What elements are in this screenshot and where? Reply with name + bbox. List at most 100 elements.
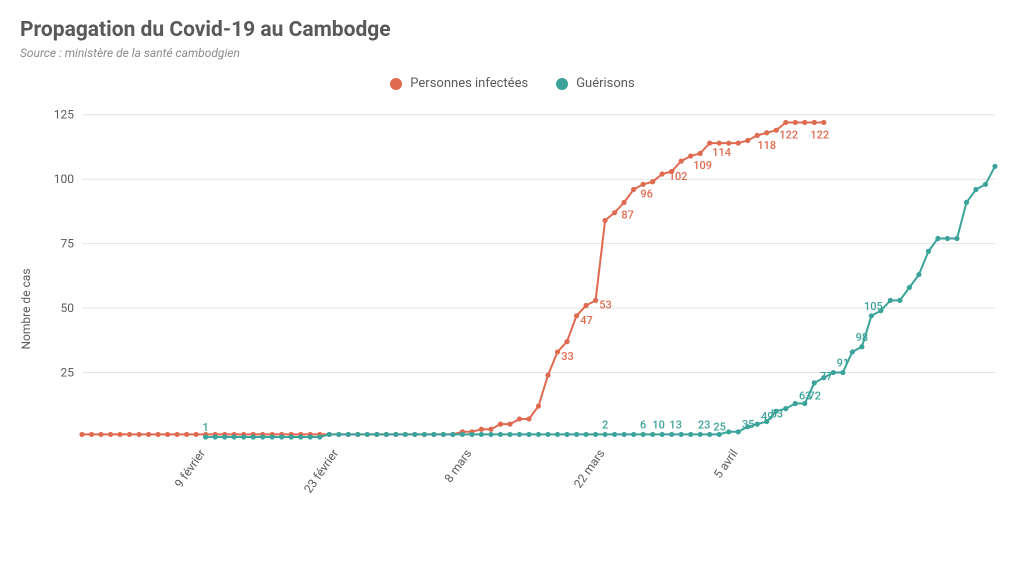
marker-guerisons (916, 272, 921, 277)
data-label-infectees: 102 (669, 170, 688, 183)
data-label-guerisons: 1 (203, 421, 209, 434)
marker-infectees (79, 432, 84, 437)
marker-guerisons (260, 434, 265, 439)
marker-guerisons (422, 432, 427, 437)
marker-guerisons (783, 406, 788, 411)
data-label-guerisons: 2 (602, 418, 608, 431)
marker-infectees (517, 416, 522, 421)
x-tick-label: 23 février (301, 447, 341, 496)
marker-guerisons (631, 432, 636, 437)
marker-infectees (194, 432, 199, 437)
marker-guerisons (393, 432, 398, 437)
marker-guerisons (869, 313, 874, 318)
marker-guerisons (583, 432, 588, 437)
marker-infectees (802, 120, 807, 125)
marker-infectees (488, 427, 493, 432)
legend-label: Guérisons (576, 76, 635, 91)
legend-dot-icon (556, 78, 568, 90)
marker-guerisons (564, 432, 569, 437)
y-tick-label: 125 (54, 108, 74, 122)
marker-guerisons (698, 432, 703, 437)
marker-infectees (602, 218, 607, 223)
marker-guerisons (317, 434, 322, 439)
marker-guerisons (222, 434, 227, 439)
marker-infectees (498, 422, 503, 427)
y-tick-label: 75 (61, 237, 75, 251)
marker-guerisons (660, 432, 665, 437)
marker-infectees (583, 303, 588, 308)
marker-infectees (764, 130, 769, 135)
marker-guerisons (650, 432, 655, 437)
marker-infectees (745, 138, 750, 143)
marker-guerisons (469, 432, 474, 437)
x-tick-label: 9 février (172, 447, 208, 490)
marker-guerisons (555, 432, 560, 437)
marker-guerisons (859, 344, 864, 349)
data-label-infectees: 109 (693, 159, 712, 172)
marker-guerisons (669, 432, 674, 437)
data-label-infectees: 118 (757, 139, 776, 152)
data-label-infectees: 114 (712, 146, 731, 159)
marker-infectees (679, 159, 684, 164)
data-label-guerisons: 77 (820, 370, 833, 383)
marker-guerisons (679, 432, 684, 437)
marker-infectees (184, 432, 189, 437)
marker-guerisons (954, 236, 959, 241)
x-tick-label: 22 mars (571, 447, 608, 491)
marker-guerisons (365, 432, 370, 437)
data-label-infectees: 33 (561, 350, 574, 363)
marker-infectees (726, 140, 731, 145)
marker-guerisons (241, 434, 246, 439)
data-label-infectees: 87 (621, 209, 634, 222)
marker-infectees (545, 373, 550, 378)
marker-infectees (736, 140, 741, 145)
marker-infectees (612, 210, 617, 215)
marker-infectees (117, 432, 122, 437)
marker-infectees (821, 120, 826, 125)
marker-guerisons (298, 434, 303, 439)
marker-guerisons (850, 349, 855, 354)
marker-infectees (146, 432, 151, 437)
marker-infectees (98, 432, 103, 437)
marker-guerisons (945, 236, 950, 241)
data-label-infectees: 122 (810, 128, 829, 141)
marker-guerisons (346, 432, 351, 437)
marker-infectees (698, 151, 703, 156)
data-label-guerisons: 13 (669, 418, 682, 431)
data-label-infectees: 122 (779, 128, 798, 141)
marker-guerisons (251, 434, 256, 439)
marker-infectees (127, 432, 132, 437)
marker-guerisons (488, 432, 493, 437)
marker-infectees (165, 432, 170, 437)
data-label-guerisons: 25 (713, 420, 726, 433)
marker-infectees (593, 298, 598, 303)
marker-guerisons (403, 432, 408, 437)
marker-guerisons (203, 434, 208, 439)
marker-guerisons (374, 432, 379, 437)
marker-guerisons (289, 434, 294, 439)
chart-legend: Personnes infectées Guérisons (20, 76, 1005, 91)
marker-guerisons (545, 432, 550, 437)
marker-infectees (536, 403, 541, 408)
marker-guerisons (726, 429, 731, 434)
marker-infectees (564, 339, 569, 344)
marker-infectees (507, 422, 512, 427)
marker-guerisons (498, 432, 503, 437)
marker-guerisons (688, 432, 693, 437)
marker-infectees (155, 432, 160, 437)
x-tick-label: 8 mars (442, 447, 475, 485)
marker-guerisons (897, 298, 902, 303)
marker-guerisons (602, 432, 607, 437)
marker-guerisons (460, 432, 465, 437)
marker-guerisons (621, 432, 626, 437)
marker-infectees (574, 313, 579, 318)
marker-infectees (783, 120, 788, 125)
marker-infectees (650, 179, 655, 184)
marker-guerisons (355, 432, 360, 437)
marker-infectees (631, 187, 636, 192)
legend-item: Personnes infectées (390, 76, 528, 91)
data-label-guerisons: 105 (864, 300, 883, 313)
marker-infectees (526, 416, 531, 421)
marker-infectees (755, 133, 760, 138)
marker-guerisons (536, 432, 541, 437)
